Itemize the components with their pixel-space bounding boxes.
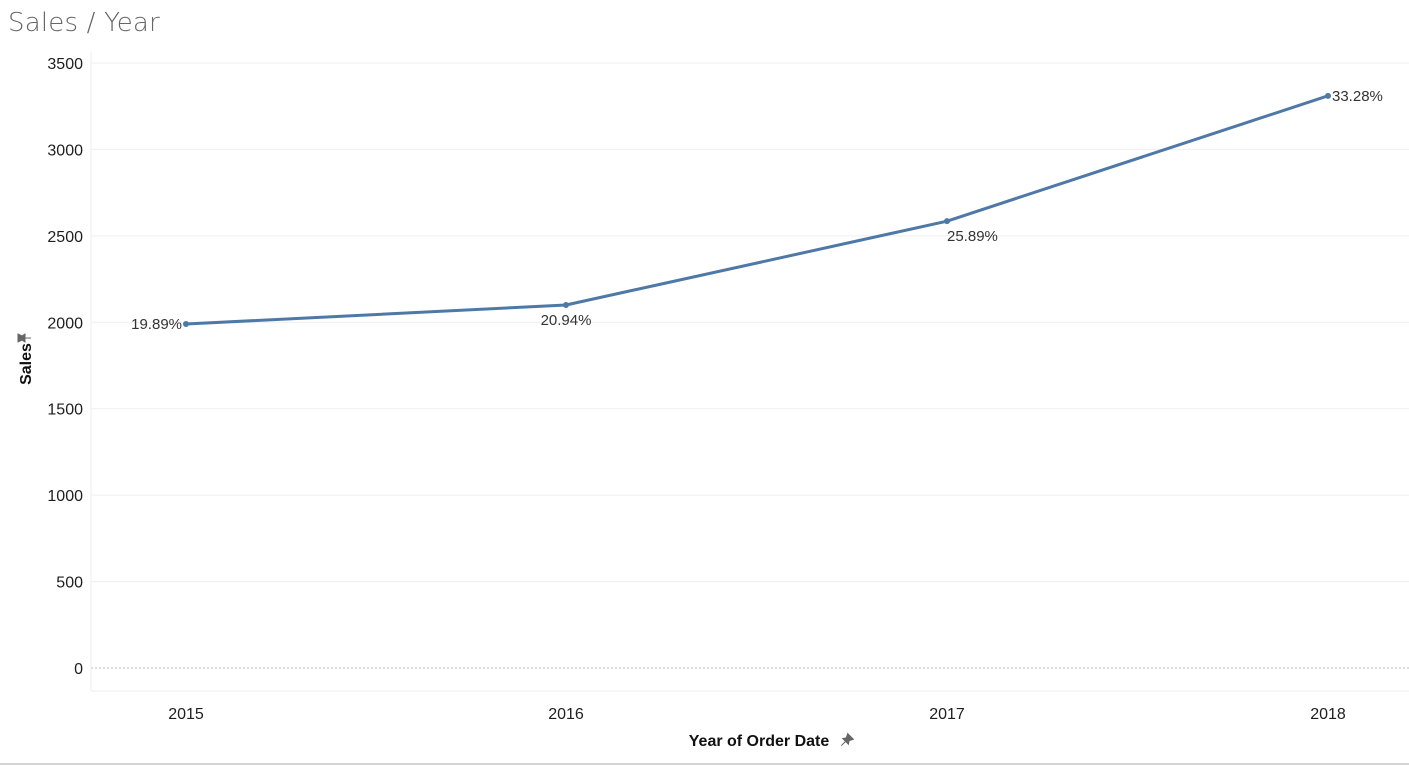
data-point[interactable]	[183, 321, 189, 328]
series-line	[184, 94, 1330, 326]
x-axis-title[interactable]: Year of Order Date	[689, 733, 830, 750]
data-point[interactable]	[1325, 92, 1331, 99]
x-axis-ticks: 2015 2016 2017 2018	[168, 706, 1346, 723]
data-point[interactable]	[944, 218, 950, 225]
gridlines	[91, 62, 1409, 583]
data-label: 33.28%	[1332, 88, 1383, 105]
data-label: 25.89%	[947, 228, 998, 245]
y-tick-label: 1000	[47, 488, 83, 505]
chart-title: Sales / Year	[8, 8, 160, 38]
y-tick-label: 0	[74, 661, 83, 678]
data-points[interactable]	[183, 92, 1331, 328]
y-tick-label: 3000	[47, 142, 83, 159]
y-tick-label: 2500	[47, 229, 83, 246]
data-point[interactable]	[563, 302, 569, 308]
y-axis-pin-icon[interactable]	[17, 333, 31, 343]
data-labels: 19.89% 20.94% 25.89% 33.28%	[131, 88, 1383, 333]
y-tick-label: 2000	[47, 315, 83, 332]
x-tick-label: 2015	[168, 706, 204, 723]
x-tick-label: 2016	[548, 706, 584, 723]
x-tick-label: 2017	[929, 706, 965, 723]
x-tick-label: 2018	[1310, 706, 1346, 723]
y-axis-ticks: 0 500 1000 1500 2000 2500 3000 3500	[47, 56, 83, 678]
y-tick-label: 3500	[47, 56, 83, 73]
data-label: 20.94%	[541, 312, 592, 329]
y-axis-title[interactable]: Sales	[18, 343, 35, 385]
x-axis-pin-icon[interactable]	[839, 732, 855, 749]
y-tick-label: 1500	[47, 402, 83, 419]
y-tick-label: 500	[56, 575, 83, 592]
data-label: 19.89%	[131, 316, 182, 333]
bottom-divider	[0, 763, 1409, 765]
